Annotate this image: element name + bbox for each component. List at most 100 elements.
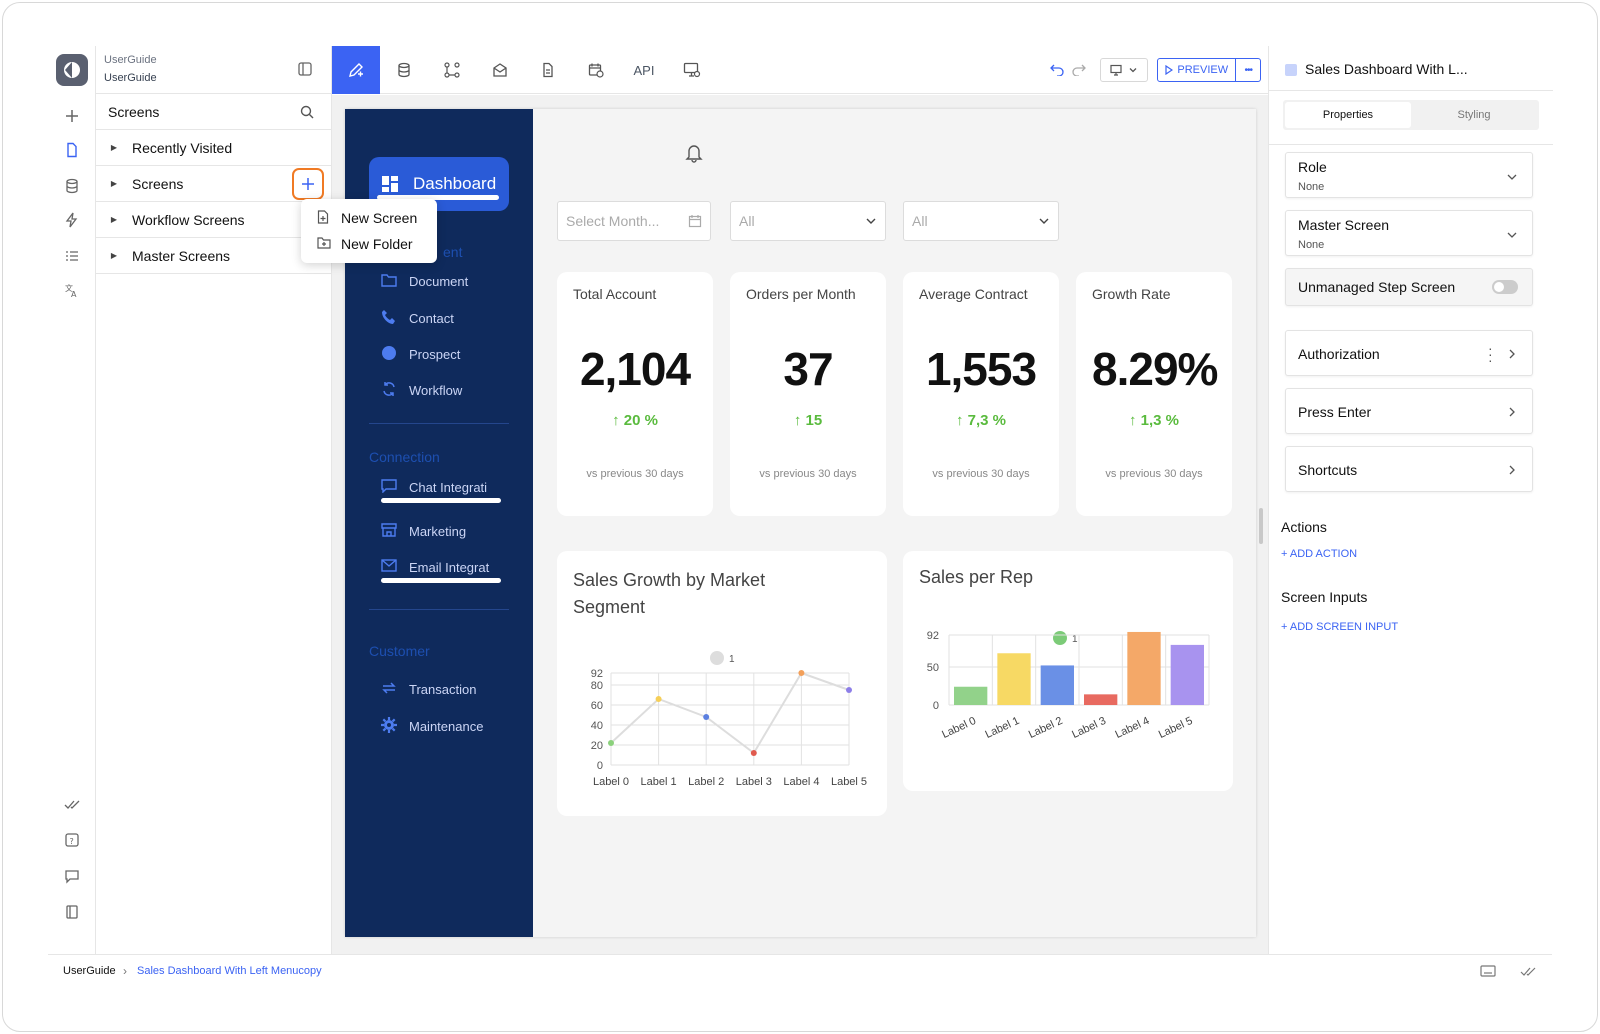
panel-toggle-icon[interactable] [298,62,312,76]
press-enter-row[interactable]: Press Enter [1285,388,1533,434]
bar [1127,631,1161,705]
schedule-tab[interactable] [572,46,620,94]
settings-tab[interactable] [668,46,716,94]
book-icon[interactable] [60,900,84,924]
divider [369,609,509,610]
redo-icon[interactable] [1072,62,1086,76]
footer-bar: UserGuide › Sales Dashboard With Left Me… [48,954,1552,988]
editor-toolbar: API PREVIEW ••• [332,46,1268,94]
lightning-icon[interactable] [60,208,84,232]
tab-properties[interactable]: Properties [1285,102,1411,128]
screen-icon [1285,64,1297,76]
check-all-icon[interactable] [60,792,84,816]
more-options-icon[interactable]: ••• [1244,64,1252,76]
caret-right-icon[interactable]: ▶ [110,215,118,224]
list-icon[interactable] [60,244,84,268]
bell-icon[interactable] [685,143,703,163]
section-connection: Connection [369,449,440,465]
menu-item-label: New Screen [341,210,418,226]
chevron-down-icon [866,218,876,224]
unmanaged-toggle[interactable] [1492,280,1518,294]
legend-label: 1 [729,654,735,665]
press-enter-label: Press Enter [1298,404,1372,420]
caret-right-icon[interactable]: ▶ [110,143,118,152]
breadcrumb-current[interactable]: Sales Dashboard With Left Menucopy [137,965,322,977]
api-tab[interactable]: API [620,46,668,94]
nav-contact[interactable]: Contact [381,309,454,328]
master-screen-select[interactable]: Master Screen None [1285,210,1533,256]
legend-marker [710,651,724,665]
kpi-value: 1,553 [925,343,1037,395]
tab-styling[interactable]: Styling [1457,109,1491,121]
data-tab[interactable] [380,46,428,94]
menu-item-new-screen[interactable]: New Screen [301,205,437,231]
chevron-down-icon [1039,218,1049,224]
mail-tab[interactable] [476,46,524,94]
nav-transaction[interactable]: Transaction [381,681,476,698]
kpi-card-average-contract: Average Contract 1,553 ↑ 7,3 % vs previo… [903,272,1059,516]
tree-item-screens[interactable]: ▶ Screens [96,166,331,202]
breadcrumb-root[interactable]: UserGuide [63,965,116,977]
app-name: UserGuide [104,54,157,66]
nav-label: Transaction [409,682,477,697]
nav-email-integration[interactable]: Email Integrat [381,559,489,576]
gear-icon [381,717,397,733]
x-tick-label: Label 4 [783,776,819,788]
chevron-down-icon [1507,232,1517,238]
add-screen-input-link[interactable]: + ADD SCREEN INPUT [1281,621,1399,633]
x-tick-label: Label 3 [736,776,772,788]
keyboard-icon[interactable] [1480,965,1496,977]
device-selector[interactable] [1100,58,1148,82]
search-icon[interactable] [300,105,314,119]
role-select[interactable]: Role None [1285,152,1533,198]
nav-marketing[interactable]: Marketing [381,523,466,540]
database-icon[interactable] [60,174,84,198]
bar [1040,665,1074,705]
canvas-resize-handle[interactable] [1259,508,1263,544]
add-screen-button[interactable] [292,168,324,200]
shortcuts-row[interactable]: Shortcuts [1285,446,1533,492]
app-logo[interactable] [56,54,88,86]
nav-underline [381,498,501,503]
nav-maintenance[interactable]: Maintenance [381,717,483,736]
menu-item-new-folder[interactable]: New Folder [301,231,437,257]
design-tab[interactable] [332,46,380,94]
add-action-link[interactable]: + ADD ACTION [1281,548,1358,560]
check-all-icon[interactable] [1520,965,1536,977]
preview-button[interactable]: PREVIEW ••• [1157,58,1261,82]
kpi-change: ↑ 15 [793,412,823,429]
y-tick-label: 60 [591,700,603,712]
tree-item-master-screens[interactable]: ▶ Master Screens [96,238,331,274]
menu-item-label: New Folder [341,236,413,252]
workflow-tab[interactable] [428,46,476,94]
nav-document[interactable]: Document [381,273,468,290]
add-icon[interactable] [60,104,84,128]
tree-header: Screens [96,94,331,130]
caret-right-icon[interactable]: ▶ [110,251,118,260]
tree-item-recently-visited[interactable]: ▶ Recently Visited [96,130,331,166]
caret-right-icon[interactable]: ▶ [110,179,118,188]
month-picker[interactable]: Select Month... [557,201,711,241]
nav-chat-integration[interactable]: Chat Integrati [381,479,487,496]
nav-prospect[interactable]: Prospect [381,345,460,364]
authorization-row[interactable]: Authorization · · · [1285,330,1533,376]
undo-icon[interactable] [1050,62,1064,76]
x-tick-label: Label 5 [831,776,867,788]
filter-dropdown-1[interactable]: All [730,201,886,241]
more-vertical-icon[interactable]: · · · [1488,340,1493,368]
y-tick-label: 0 [597,760,603,772]
kpi-compare: vs previous 30 days [1105,468,1203,480]
tree-item-workflow-screens[interactable]: ▶ Workflow Screens [96,202,331,238]
document-tab[interactable] [524,46,572,94]
chat-icon[interactable] [60,864,84,888]
data-point [655,696,662,702]
help-icon[interactable]: ? [60,828,84,852]
y-tick-label: 80 [591,680,603,692]
filter-dropdown-2[interactable]: All [903,201,1059,241]
screens-icon[interactable] [60,138,84,162]
nav-workflow[interactable]: Workflow [381,381,462,400]
chevron-right-icon [1509,465,1515,475]
